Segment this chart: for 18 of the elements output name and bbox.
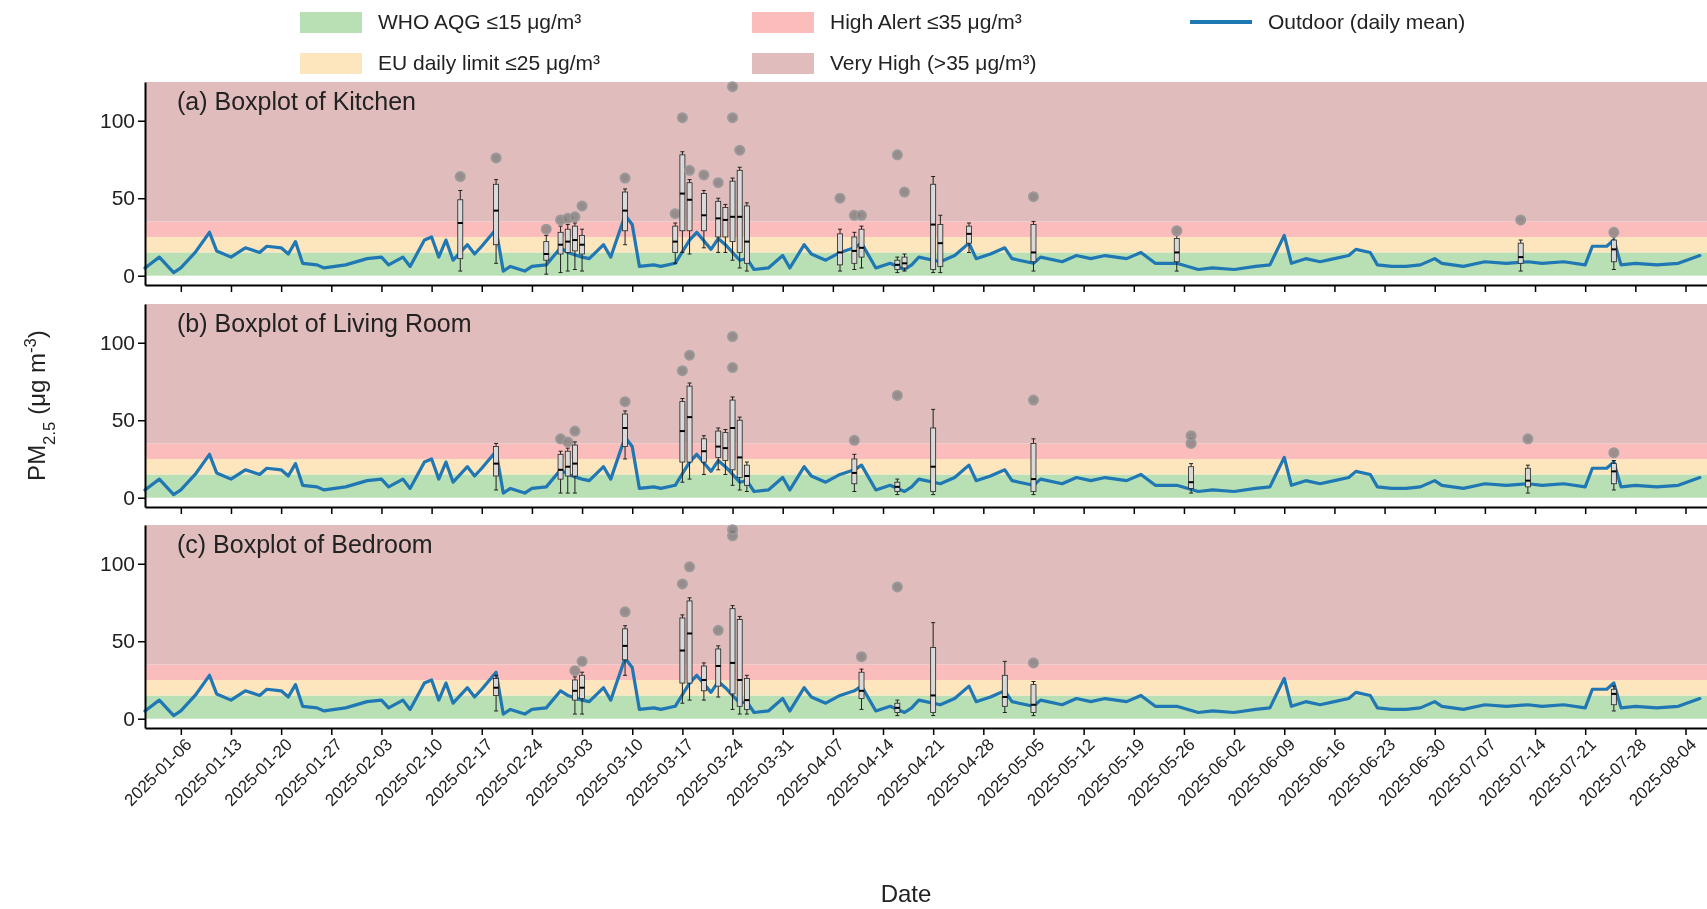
y-tick-label: 100 — [99, 551, 135, 575]
chart-title: (b) Boxplot of Living Room — [177, 309, 472, 337]
y-tick-label: 50 — [111, 186, 135, 210]
legend-label: Very High (>35 μg/m³) — [830, 51, 1037, 74]
y-tick-label: 50 — [111, 408, 135, 432]
chart-title: (c) Boxplot of Bedroom — [177, 530, 433, 558]
y-tick-label: 100 — [99, 108, 135, 132]
legend-label: Outdoor (daily mean) — [1268, 10, 1466, 33]
y-tick-label: 50 — [111, 629, 135, 653]
y-tick-label: 0 — [123, 706, 135, 730]
y-tick-label: 0 — [123, 485, 135, 509]
chart-title: (a) Boxplot of Kitchen — [177, 87, 417, 115]
x-axis-title: Date — [880, 880, 932, 907]
y-tick-label: 0 — [123, 263, 135, 287]
legend-label: EU daily limit ≤25 μg/m³ — [378, 51, 601, 74]
legend-label: WHO AQG ≤15 μg/m³ — [378, 10, 582, 33]
y-tick-label: 100 — [99, 330, 135, 354]
legend-label: High Alert ≤35 μg/m³ — [830, 10, 1022, 33]
